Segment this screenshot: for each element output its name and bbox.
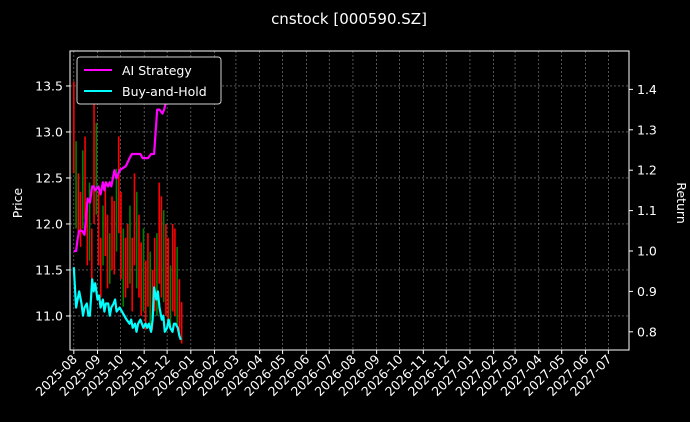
y-axis-left: 11.0 11.5 12.0 12.5 13.0 13.5 [35,78,70,323]
y-left-tick-label: 11.0 [35,308,63,323]
y-right-tick-label: 1.0 [637,244,657,259]
y-right-tick-label: 1.2 [637,163,657,178]
series-line-ai-strategy [73,81,172,253]
y-left-tick-label: 12.5 [35,170,63,185]
legend: AI Strategy Buy-and-Hold [76,56,222,105]
y-left-tick-label: 13.5 [35,78,63,93]
y-right-tick-label: 0.8 [637,324,657,339]
series-line-buy-and-hold [72,267,182,341]
y-axis-right-label: Return [674,182,689,223]
plot-frame [69,50,630,351]
candlesticks [73,81,183,344]
series-lines [72,81,182,341]
legend-label-buy-and-hold: Buy-and-Hold [122,84,207,99]
chart-title: cnstock [000590.SZ] [271,10,427,28]
y-axis-left-label: Price [10,187,25,218]
legend-box [76,56,222,105]
y-left-tick-label: 11.5 [35,262,63,277]
y-right-tick-label: 1.3 [637,122,657,137]
y-right-tick-label: 0.9 [637,284,657,299]
y-axis-right: 0.8 0.9 1.0 1.1 1.2 1.3 1.4 [629,82,657,339]
y-right-tick-label: 1.1 [637,203,657,218]
y-left-tick-label: 13.0 [35,124,63,139]
legend-label-ai-strategy: AI Strategy [122,63,192,78]
y-right-tick-label: 1.4 [637,82,657,97]
y-left-tick-label: 12.0 [35,216,63,231]
